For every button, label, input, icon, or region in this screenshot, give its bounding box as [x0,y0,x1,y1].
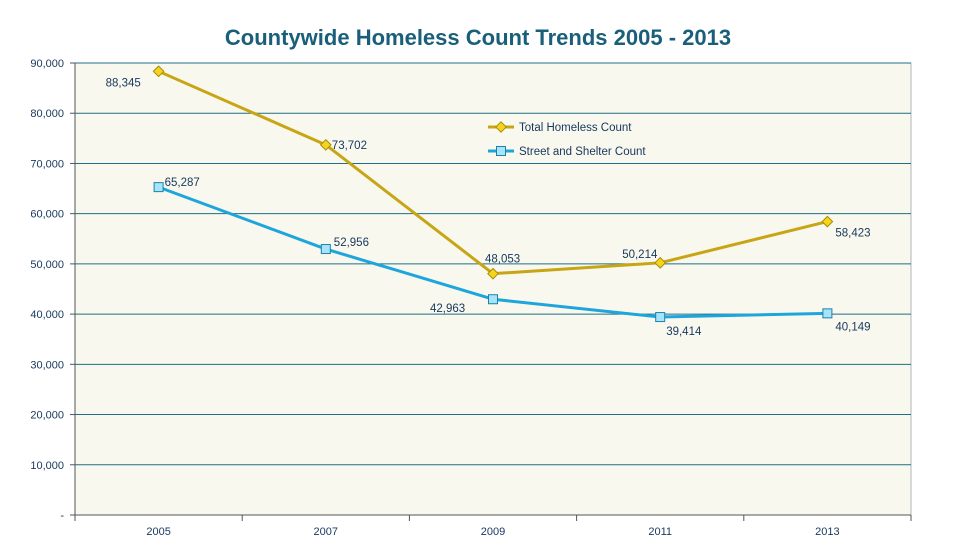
legend-label: Street and Shelter Count [519,146,646,158]
data-point [487,267,499,280]
data-point [822,308,833,319]
y-tick-label: 40,000 [30,309,64,321]
series-layer [152,65,834,323]
data-label: 65,287 [165,177,200,189]
y-tick-label: 90,000 [30,58,64,70]
legend: Total Homeless Count Street and Shelter C… [488,121,646,158]
data-point [821,215,834,228]
y-tick-label: 70,000 [30,158,64,170]
data-point [320,244,331,255]
y-tick-label: 80,000 [30,108,64,120]
data-label: 88,345 [106,77,141,89]
data-label: 58,423 [835,228,870,240]
data-point [153,182,164,193]
data-labels: 88,345 73,702 48,053 50,214 58,423 65,287 52,9… [106,77,871,338]
data-label: 52,956 [334,237,369,249]
data-point [655,312,666,323]
y-tick-label: 30,000 [30,359,64,371]
chart-title: Countywide Homeless Count Trends 2005 - … [225,25,731,50]
data-label: 42,963 [430,303,465,315]
y-tick-label: 60,000 [30,209,64,221]
data-point [488,294,498,305]
x-tick-label: 2005 [146,526,170,538]
plot-area [74,62,912,516]
data-label: 39,414 [666,326,702,338]
legend-label: Total Homeless Count [519,122,632,134]
legend-marker [495,121,507,133]
x-tick-label: 2013 [815,526,839,538]
x-tick-label: 2011 [648,526,672,538]
gridlines [75,62,911,466]
data-label: 40,149 [835,321,870,333]
data-label: 73,702 [332,140,367,152]
data-point [654,256,667,269]
y-tick-label: 20,000 [30,410,64,422]
data-point [319,138,332,151]
y-tick-label: 10,000 [30,460,64,472]
axes: - 10,000 20,000 30,000 40,000 50,000 60,000 70,… [30,58,912,538]
data-point [152,65,165,78]
y-tick-label: - [60,510,64,522]
data-label: 50,214 [622,249,658,261]
legend-marker [496,146,506,156]
data-label: 48,053 [485,254,520,266]
x-tick-label: 2007 [314,526,338,538]
y-tick-label: 50,000 [30,259,64,271]
x-tick-label: 2009 [481,526,505,538]
